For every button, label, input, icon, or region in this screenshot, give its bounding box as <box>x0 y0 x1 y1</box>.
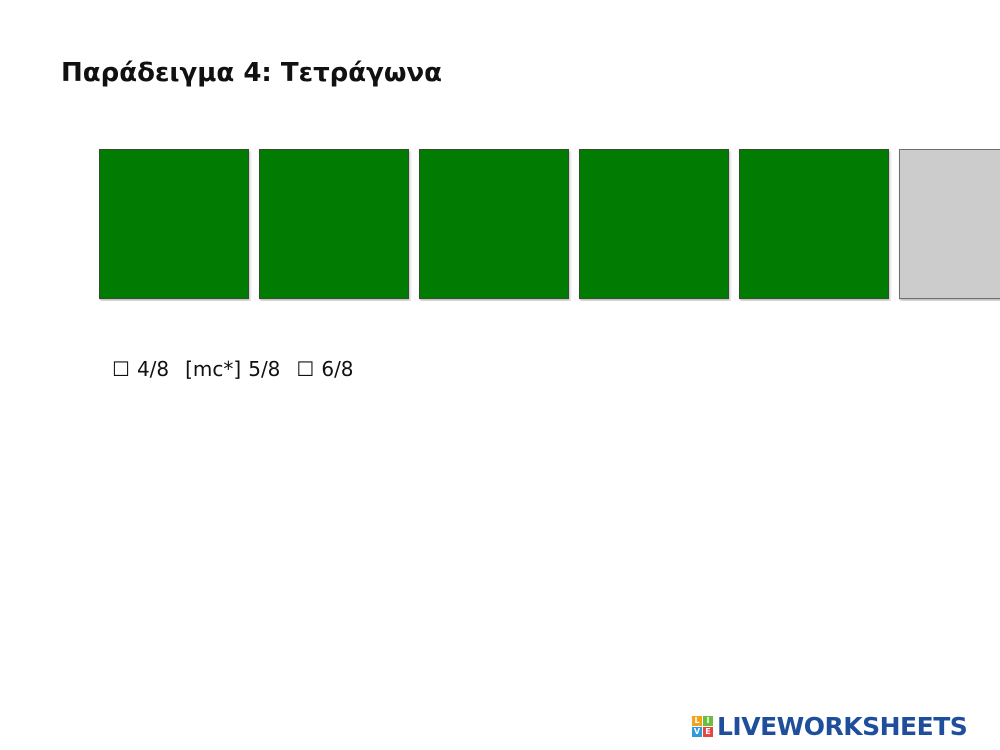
logo-mark-cell: L <box>692 716 702 726</box>
option-label: 5/8 <box>248 357 281 381</box>
square-filled <box>259 149 409 299</box>
checkbox-icon[interactable]: ☐ <box>296 357 315 381</box>
option-label: 6/8 <box>321 357 354 381</box>
square-filled <box>99 149 249 299</box>
logo-text: LIVEWORKSHEETS <box>717 712 968 741</box>
logo-mark-cell: I <box>703 716 713 726</box>
logo-mark-cell: E <box>703 727 713 737</box>
square-filled <box>579 149 729 299</box>
answer-options: ☐ 4/8 [mc*] 5/8 ☐ 6/8 <box>112 357 370 381</box>
option-6-8[interactable]: ☐ 6/8 <box>296 357 353 381</box>
square-filled <box>419 149 569 299</box>
square-filled <box>739 149 889 299</box>
logo-mark-cell: V <box>692 727 702 737</box>
square-empty <box>899 149 1000 299</box>
page-title: Παράδειγμα 4: Τετράγωνα <box>61 58 443 88</box>
correct-choice-marker[interactable]: [mc*] <box>185 357 242 381</box>
option-label: 4/8 <box>136 357 170 381</box>
squares-row <box>99 149 1000 301</box>
checkbox-icon[interactable]: ☐ <box>112 357 130 381</box>
option-5-8[interactable]: [mc*] 5/8 <box>185 357 280 381</box>
option-4-8[interactable]: ☐ 4/8 <box>112 357 169 381</box>
